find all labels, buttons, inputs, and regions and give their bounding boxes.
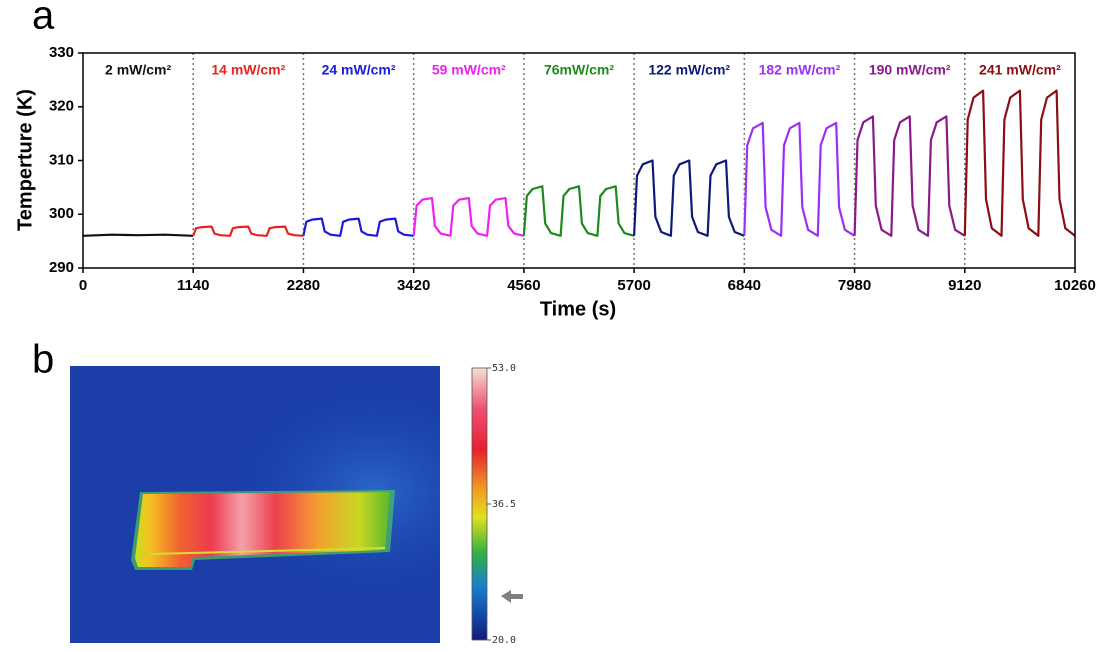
series-line	[192, 225, 304, 237]
plot-area: 290 300 310 320 330 0 1140 2280 3420 4560 5700 6840…	[49, 44, 1096, 294]
y-tick-label: 320	[49, 98, 74, 115]
legend-label: 59 mW/cm²	[432, 62, 506, 78]
series-line	[633, 159, 745, 237]
x-tick-label: 9120	[948, 277, 981, 294]
legend-label: 122 mW/cm²	[648, 62, 730, 78]
x-tick-label: 5700	[617, 277, 650, 294]
y-axis-label: Temperture (K)	[14, 89, 36, 231]
y-tick-label: 300	[49, 205, 74, 222]
x-tick-label: 6840	[728, 277, 761, 294]
legend-label: 241 mW/cm²	[979, 62, 1061, 78]
legend-label: 182 mW/cm²	[759, 62, 841, 78]
series-line	[743, 121, 856, 237]
series-line	[412, 197, 525, 237]
colorbar-label: 20.0	[492, 635, 516, 646]
series-line	[82, 233, 194, 237]
legend-label: 76mW/cm²	[544, 62, 614, 78]
y-tick-label: 310	[49, 151, 74, 168]
colorbar-label: 36.5	[492, 499, 516, 510]
x-tick-label: 0	[79, 277, 87, 294]
x-tick-label: 1140	[177, 277, 210, 294]
series-line	[853, 115, 966, 237]
legend-label: 2 mW/cm²	[105, 62, 171, 78]
legend-label: 190 mW/cm²	[869, 62, 951, 78]
y-tick-label: 290	[49, 259, 74, 276]
x-axis-label: Time (s)	[540, 298, 616, 320]
series-line	[302, 217, 414, 237]
y-tick-label: 330	[49, 44, 74, 61]
panel-label: b	[32, 338, 54, 382]
x-tick-label: 7980	[838, 277, 871, 294]
x-tick-label: 3420	[397, 277, 430, 294]
panel-label: a	[32, 0, 55, 38]
thermal-image	[70, 366, 440, 643]
legend-label: 24 mW/cm²	[322, 62, 396, 78]
x-tick-label: 10260	[1054, 277, 1096, 294]
series-line	[522, 185, 635, 237]
legend-label: 14 mW/cm²	[211, 62, 285, 78]
x-tick-label: 2280	[287, 277, 320, 294]
x-tick-label: 4560	[507, 277, 540, 294]
colorbar-label: 53.0	[492, 363, 516, 374]
series-line	[963, 89, 1076, 237]
plot-frame	[82, 52, 1076, 269]
